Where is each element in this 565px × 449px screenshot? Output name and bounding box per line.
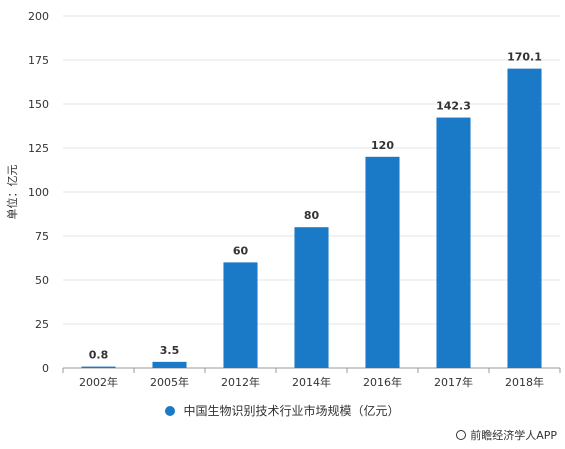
legend-label: 中国生物识别技术行业市场规模（亿元） xyxy=(183,404,400,418)
bar xyxy=(81,366,116,368)
y-tick-label: 100 xyxy=(28,186,49,199)
bar xyxy=(436,117,471,368)
y-tick-label: 125 xyxy=(28,142,49,155)
y-tick-label: 200 xyxy=(28,10,49,23)
data-label: 80 xyxy=(304,209,320,222)
bar xyxy=(223,262,258,368)
data-label: 0.8 xyxy=(89,349,109,362)
y-tick-label: 50 xyxy=(35,274,49,287)
x-tick-label: 2016年 xyxy=(363,375,402,389)
y-axis-title: 单位：亿元 xyxy=(5,165,19,220)
source-label: 前瞻经济学人APP xyxy=(470,429,557,442)
y-tick-label: 175 xyxy=(28,54,49,67)
data-label: 142.3 xyxy=(436,100,471,113)
data-label: 170.1 xyxy=(507,51,542,64)
legend: 中国生物识别技术行业市场规模（亿元） xyxy=(0,402,565,419)
data-label: 60 xyxy=(233,244,249,257)
y-tick-label: 25 xyxy=(35,318,49,331)
legend-marker-icon xyxy=(165,405,176,416)
bar xyxy=(152,361,187,368)
y-tick-label: 150 xyxy=(28,98,49,111)
y-tick-label: 75 xyxy=(35,230,49,243)
x-tick-label: 2012年 xyxy=(221,375,260,389)
x-tick-label: 2005年 xyxy=(150,375,189,389)
source-logo-icon xyxy=(456,430,467,440)
x-tick-label: 2018年 xyxy=(505,375,544,389)
data-label: 120 xyxy=(371,139,394,152)
x-tick-label: 2002年 xyxy=(79,375,118,389)
bar xyxy=(507,68,542,369)
x-tick-label: 2017年 xyxy=(434,375,473,389)
source-credit: 前瞻经济学人APP xyxy=(456,427,557,443)
data-label: 3.5 xyxy=(160,344,180,357)
bar xyxy=(294,227,329,368)
bar xyxy=(365,156,400,368)
x-tick-label: 2014年 xyxy=(292,375,331,389)
y-tick-label: 0 xyxy=(42,362,49,375)
